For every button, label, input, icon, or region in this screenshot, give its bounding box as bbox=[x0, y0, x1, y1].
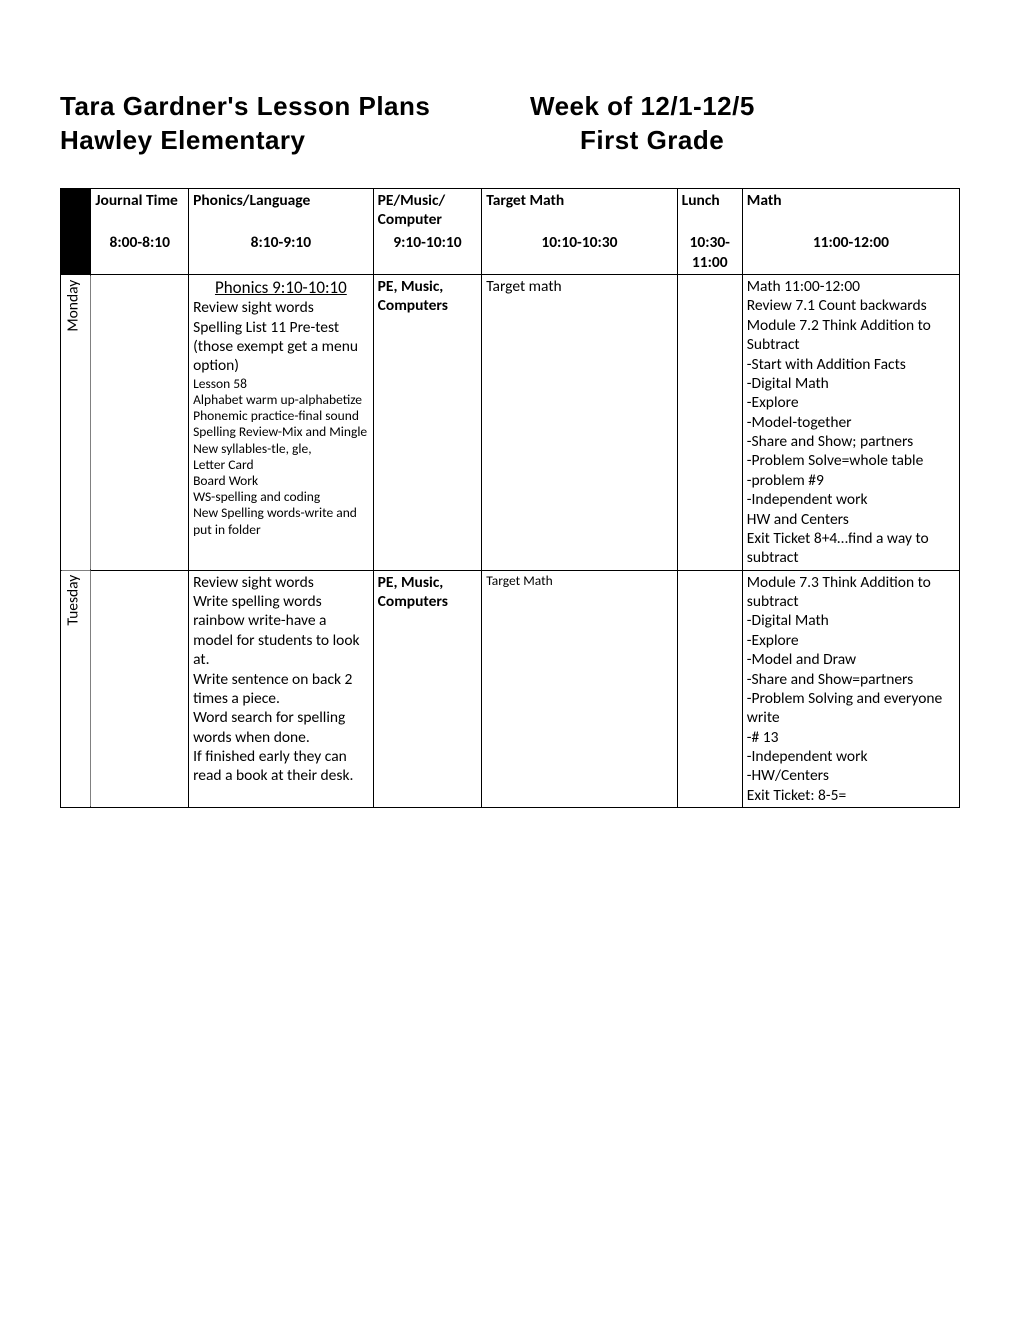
mon-phonics-body2: Spelling List 11 Pre-test (those exempt … bbox=[193, 318, 369, 376]
teacher-title: Tara Gardner's Lesson Plans bbox=[60, 90, 500, 124]
day-monday: Monday bbox=[61, 275, 91, 571]
time-target: 10:10-10:30 bbox=[482, 231, 677, 274]
mon-phonics-title: Phonics 9:10-10:10 bbox=[193, 277, 369, 298]
col-pe: PE/Music/ Computer bbox=[373, 188, 482, 231]
week-title: Week of 12/1-12/5 bbox=[500, 90, 960, 124]
mon-phonics-small: Lesson 58 Alphabet warm up-alphabetize P… bbox=[193, 376, 369, 538]
title-block: Tara Gardner's Lesson Plans Week of 12/1… bbox=[60, 90, 960, 158]
col-phonics: Phonics/Language bbox=[189, 188, 374, 231]
grade-title: First Grade bbox=[500, 124, 960, 158]
mon-phonics: Phonics 9:10-10:10 Review sight words Sp… bbox=[189, 275, 374, 571]
tue-lunch bbox=[677, 570, 742, 808]
day-tuesday: Tuesday bbox=[61, 570, 91, 808]
school-title: Hawley Elementary bbox=[60, 124, 500, 158]
header-row: Journal Time Phonics/Language PE/Music/ … bbox=[61, 188, 960, 231]
tue-phonics: Review sight words Write spelling words … bbox=[189, 570, 374, 808]
time-lunch: 10:30-11:00 bbox=[677, 231, 742, 274]
mon-lunch bbox=[677, 275, 742, 571]
tue-math: Module 7.3 Think Addition to subtract -D… bbox=[742, 570, 959, 808]
time-journal: 8:00-8:10 bbox=[91, 231, 189, 274]
col-math: Math bbox=[742, 188, 959, 231]
mon-target: Target math bbox=[482, 275, 677, 571]
mon-pe: PE, Music, Computers bbox=[373, 275, 482, 571]
schedule-table: Journal Time Phonics/Language PE/Music/ … bbox=[60, 188, 960, 809]
row-monday: Monday Phonics 9:10-10:10 Review sight w… bbox=[61, 275, 960, 571]
row-tuesday: Tuesday Review sight words Write spellin… bbox=[61, 570, 960, 808]
col-journal: Journal Time bbox=[91, 188, 189, 231]
tue-pe: PE, Music, Computers bbox=[373, 570, 482, 808]
time-pe: 9:10-10:10 bbox=[373, 231, 482, 274]
mon-math: Math 11:00-12:00 Review 7.1 Count backwa… bbox=[742, 275, 959, 571]
mon-journal bbox=[91, 275, 189, 571]
corner-cell bbox=[61, 188, 91, 275]
col-lunch: Lunch bbox=[677, 188, 742, 231]
tue-target: Target Math bbox=[482, 570, 677, 808]
time-phonics: 8:10-9:10 bbox=[189, 231, 374, 274]
mon-phonics-body1: Review sight words bbox=[193, 298, 369, 317]
tue-journal bbox=[91, 570, 189, 808]
time-math: 11:00-12:00 bbox=[742, 231, 959, 274]
col-target: Target Math bbox=[482, 188, 677, 231]
time-row: 8:00-8:10 8:10-9:10 9:10-10:10 10:10-10:… bbox=[61, 231, 960, 274]
